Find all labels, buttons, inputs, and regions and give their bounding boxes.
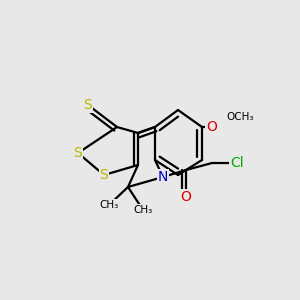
Text: S: S xyxy=(100,168,108,182)
Text: S: S xyxy=(74,146,82,160)
Text: O: O xyxy=(181,190,191,204)
Text: CH₃: CH₃ xyxy=(134,205,153,215)
Text: OCH₃: OCH₃ xyxy=(226,112,254,122)
Text: Cl: Cl xyxy=(230,156,244,170)
Text: S: S xyxy=(84,98,92,112)
Text: CH₃: CH₃ xyxy=(99,200,119,210)
Text: N: N xyxy=(158,170,168,184)
Text: O: O xyxy=(207,120,218,134)
